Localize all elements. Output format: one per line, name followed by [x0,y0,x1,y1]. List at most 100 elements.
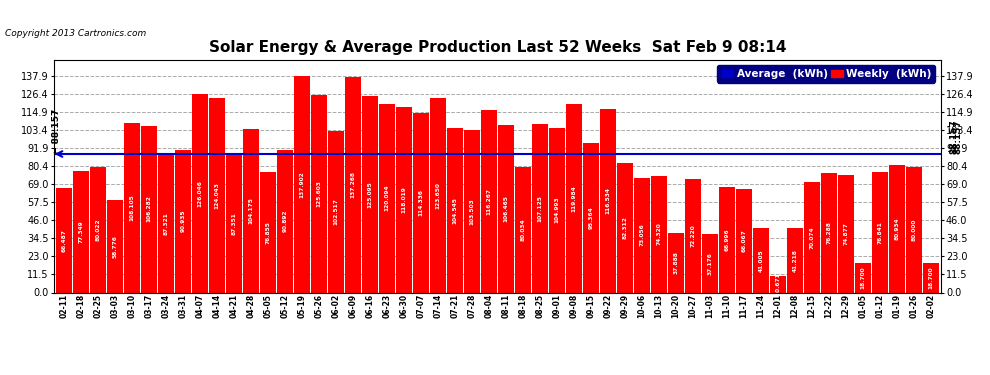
Bar [634,178,650,292]
Bar [872,172,888,292]
Text: 125.095: 125.095 [367,181,372,208]
Text: 90.935: 90.935 [180,210,185,232]
Text: 37.176: 37.176 [708,252,713,275]
Text: 73.056: 73.056 [640,224,644,246]
Text: 41.218: 41.218 [793,249,798,272]
Text: 137.268: 137.268 [350,171,355,198]
Text: 76.841: 76.841 [877,221,883,244]
Text: 77.349: 77.349 [78,220,83,243]
Bar [889,165,905,292]
Bar [72,171,89,292]
Bar [651,176,667,292]
Text: 107.125: 107.125 [538,195,543,222]
Text: 72.220: 72.220 [691,224,696,247]
Text: 106.282: 106.282 [147,196,151,222]
Bar [702,234,718,292]
Text: 108.105: 108.105 [130,194,135,221]
Text: 116.267: 116.267 [486,188,491,214]
Text: 103.503: 103.503 [469,198,474,225]
Bar [243,129,259,292]
Text: 80.934: 80.934 [895,217,900,240]
Bar [55,188,72,292]
Bar [668,233,684,292]
Text: 76.855: 76.855 [265,221,270,244]
Bar [736,189,752,292]
Bar [430,98,446,292]
Bar [362,96,378,292]
Text: 82.312: 82.312 [623,216,628,239]
Text: 80.034: 80.034 [521,218,526,241]
Bar [600,110,616,292]
Bar [821,172,838,292]
Text: 66.996: 66.996 [725,229,730,251]
Bar [157,155,174,292]
Text: 137.902: 137.902 [299,171,304,198]
Bar [107,200,123,292]
Bar [124,123,140,292]
Text: 104.993: 104.993 [554,197,559,223]
Text: ← 88.157: ← 88.157 [51,109,61,154]
Text: 104.175: 104.175 [248,197,253,224]
Bar [685,179,701,292]
Bar [277,150,293,292]
Text: 102.517: 102.517 [334,198,339,225]
Bar [855,263,871,292]
Bar [226,155,242,292]
Text: 74.877: 74.877 [843,222,848,245]
Bar [515,167,531,292]
Text: 76.288: 76.288 [827,221,832,244]
Bar [311,95,327,292]
Text: 114.336: 114.336 [419,189,424,216]
Title: Solar Energy & Average Production Last 52 Weeks  Sat Feb 9 08:14: Solar Energy & Average Production Last 5… [209,40,786,55]
Text: 74.320: 74.320 [656,223,661,246]
Bar [719,187,736,292]
Text: 124.043: 124.043 [215,182,220,209]
Text: 41.005: 41.005 [758,249,763,272]
Text: 18.700: 18.700 [860,267,865,289]
Bar [413,113,429,292]
Text: 90.892: 90.892 [282,210,287,232]
Bar [379,104,395,292]
Text: 58.776: 58.776 [112,235,118,258]
Bar [294,76,310,292]
Text: 125.603: 125.603 [317,180,322,207]
Text: 87.321: 87.321 [163,213,168,236]
Text: 66.487: 66.487 [61,229,66,252]
Bar [838,175,854,292]
Text: 66.067: 66.067 [742,229,746,252]
Bar [192,94,208,292]
Text: 10.671: 10.671 [775,273,780,296]
Text: 37.888: 37.888 [673,251,678,274]
Text: 87.351: 87.351 [232,213,237,236]
Text: 95.364: 95.364 [588,206,594,229]
Text: 104.545: 104.545 [452,197,457,224]
Text: 126.046: 126.046 [197,180,202,207]
Text: 118.019: 118.019 [401,186,407,213]
Text: 80.000: 80.000 [912,219,917,241]
Bar [498,125,514,292]
Bar [328,132,344,292]
Bar [345,77,361,292]
Bar [923,263,940,292]
Legend: Average  (kWh), Weekly  (kWh): Average (kWh), Weekly (kWh) [717,65,936,82]
Bar [175,150,191,292]
Bar [804,182,820,292]
Text: 80.022: 80.022 [95,218,100,241]
Text: 119.984: 119.984 [571,185,576,211]
Text: 106.465: 106.465 [504,195,509,222]
Bar [583,143,599,292]
Bar [396,107,412,292]
Bar [566,104,582,292]
Bar [753,228,769,292]
Bar [532,124,548,292]
Text: 70.074: 70.074 [810,226,815,249]
Text: 18.700: 18.700 [929,267,934,289]
Bar [481,110,497,292]
Bar [787,228,803,292]
Text: 120.094: 120.094 [384,185,389,211]
Bar [446,128,463,292]
Text: 116.534: 116.534 [606,188,611,214]
Bar [464,130,480,292]
Bar [906,167,923,292]
Text: Copyright 2013 Cartronics.com: Copyright 2013 Cartronics.com [5,28,147,38]
